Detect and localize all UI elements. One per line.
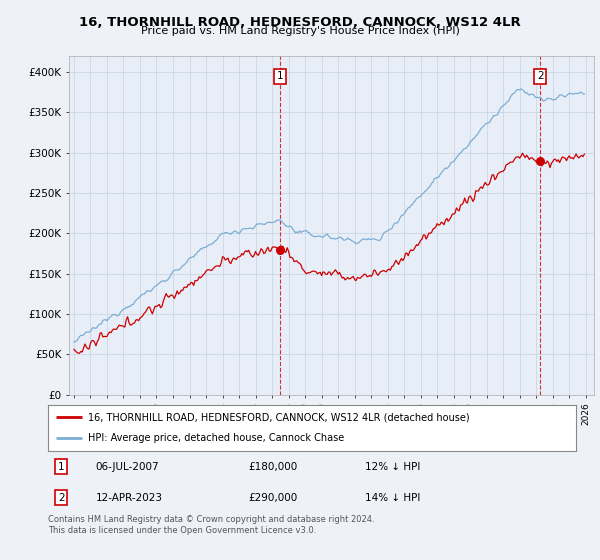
Text: 2: 2 bbox=[537, 71, 544, 81]
Text: 12% ↓ HPI: 12% ↓ HPI bbox=[365, 461, 420, 472]
Text: 14% ↓ HPI: 14% ↓ HPI bbox=[365, 493, 420, 503]
Text: HPI: Average price, detached house, Cannock Chase: HPI: Average price, detached house, Cann… bbox=[88, 433, 344, 444]
Text: 1: 1 bbox=[277, 71, 284, 81]
Text: 16, THORNHILL ROAD, HEDNESFORD, CANNOCK, WS12 4LR (detached house): 16, THORNHILL ROAD, HEDNESFORD, CANNOCK,… bbox=[88, 412, 469, 422]
Point bbox=[275, 245, 285, 254]
Text: £180,000: £180,000 bbox=[248, 461, 298, 472]
Text: £290,000: £290,000 bbox=[248, 493, 298, 503]
Point bbox=[536, 156, 545, 165]
Text: 12-APR-2023: 12-APR-2023 bbox=[95, 493, 163, 503]
Text: 1: 1 bbox=[58, 461, 65, 472]
Text: 2: 2 bbox=[58, 493, 65, 503]
Text: Price paid vs. HM Land Registry's House Price Index (HPI): Price paid vs. HM Land Registry's House … bbox=[140, 26, 460, 36]
Text: Contains HM Land Registry data © Crown copyright and database right 2024.
This d: Contains HM Land Registry data © Crown c… bbox=[48, 515, 374, 535]
Text: 06-JUL-2007: 06-JUL-2007 bbox=[95, 461, 159, 472]
Text: 16, THORNHILL ROAD, HEDNESFORD, CANNOCK, WS12 4LR: 16, THORNHILL ROAD, HEDNESFORD, CANNOCK,… bbox=[79, 16, 521, 29]
